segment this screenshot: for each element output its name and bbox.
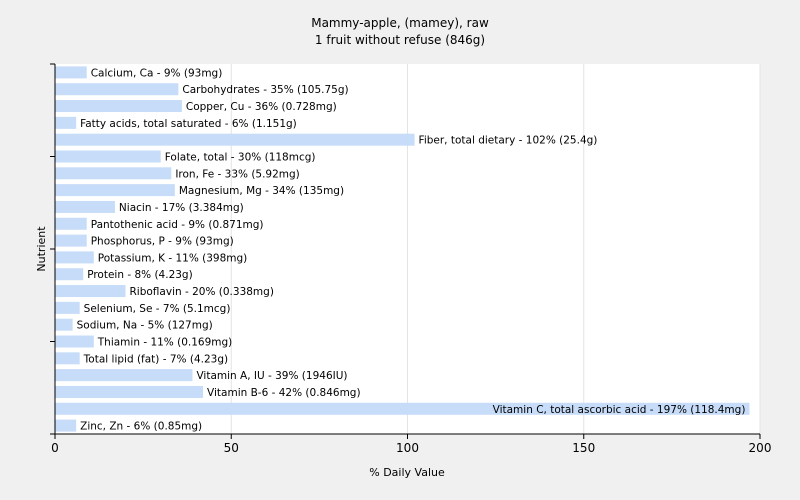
bar-label: Vitamin B-6 - 42% (0.846mg) <box>207 387 361 399</box>
grid-lines <box>230 64 761 434</box>
bar <box>55 335 94 348</box>
bar <box>55 184 175 197</box>
bar-label: Potassium, K - 11% (398mg) <box>98 252 248 264</box>
bar <box>55 150 161 163</box>
bar-label: Carbohydrates - 35% (105.75g) <box>182 84 348 96</box>
bar-label: Thiamin - 11% (0.169mg) <box>97 337 233 349</box>
bar-label: Calcium, Ca - 9% (93mg) <box>91 67 223 79</box>
bar-label: Niacin - 17% (3.384mg) <box>119 202 244 214</box>
bar <box>55 268 84 281</box>
bar <box>55 251 94 264</box>
bar <box>55 200 115 213</box>
bar <box>55 352 80 365</box>
x-tick-label: 100 <box>396 441 419 455</box>
bar <box>55 66 87 79</box>
bar <box>55 167 172 180</box>
y-axis-label: Nutrient <box>35 226 48 272</box>
bar <box>55 385 204 398</box>
bar <box>55 301 80 314</box>
x-axis-label: % Daily Value <box>369 466 445 479</box>
bar <box>55 83 179 96</box>
bar-label: Fiber, total dietary - 102% (25.4g) <box>419 135 598 147</box>
bar-label: Protein - 8% (4.23g) <box>87 269 193 281</box>
bar <box>55 234 87 247</box>
bar-label: Selenium, Se - 7% (5.1mcg) <box>84 303 231 315</box>
bar-label: Iron, Fe - 33% (5.92mg) <box>175 168 299 180</box>
axes: 0 50 100 150 200 <box>50 63 772 455</box>
bar-label: Fatty acids, total saturated - 6% (1.151… <box>80 118 297 130</box>
bar-label: Riboflavin - 20% (0.338mg) <box>130 286 274 298</box>
bar-label: Copper, Cu - 36% (0.728mg) <box>186 101 337 113</box>
bar <box>55 133 415 146</box>
bars: Calcium, Ca - 9% (93mg) Carbohydrates - 3… <box>55 66 750 433</box>
bar <box>55 217 87 230</box>
bar <box>55 419 77 432</box>
chart-subtitle: 1 fruit without refuse (846g) <box>315 33 485 47</box>
bar-label: Total lipid (fat) - 7% (4.23g) <box>83 353 228 365</box>
bar-label: Vitamin A, IU - 39% (1946IU) <box>196 370 347 382</box>
bar-label: Vitamin C, total ascorbic acid - 197% (1… <box>493 404 746 416</box>
bar <box>55 318 73 331</box>
bar-label: Pantothenic acid - 9% (0.871mg) <box>91 219 264 231</box>
bar <box>55 116 77 129</box>
bar <box>55 369 193 382</box>
x-tick-label: 0 <box>51 441 59 455</box>
x-tick-label: 200 <box>749 441 772 455</box>
bar-label: Zinc, Zn - 6% (0.85mg) <box>80 421 202 433</box>
bar-label: Phosphorus, P - 9% (93mg) <box>91 236 234 248</box>
bar-label: Sodium, Na - 5% (127mg) <box>77 320 213 332</box>
bar <box>55 100 182 113</box>
x-tick-label: 50 <box>224 441 239 455</box>
bar-label: Magnesium, Mg - 34% (135mg) <box>179 185 344 197</box>
bar-label: Folate, total - 30% (118mcg) <box>165 152 316 164</box>
chart-title: Mammy-apple, (mamey), raw <box>311 16 489 30</box>
x-tick-label: 150 <box>572 441 595 455</box>
bar <box>55 402 750 415</box>
bar <box>55 285 126 298</box>
